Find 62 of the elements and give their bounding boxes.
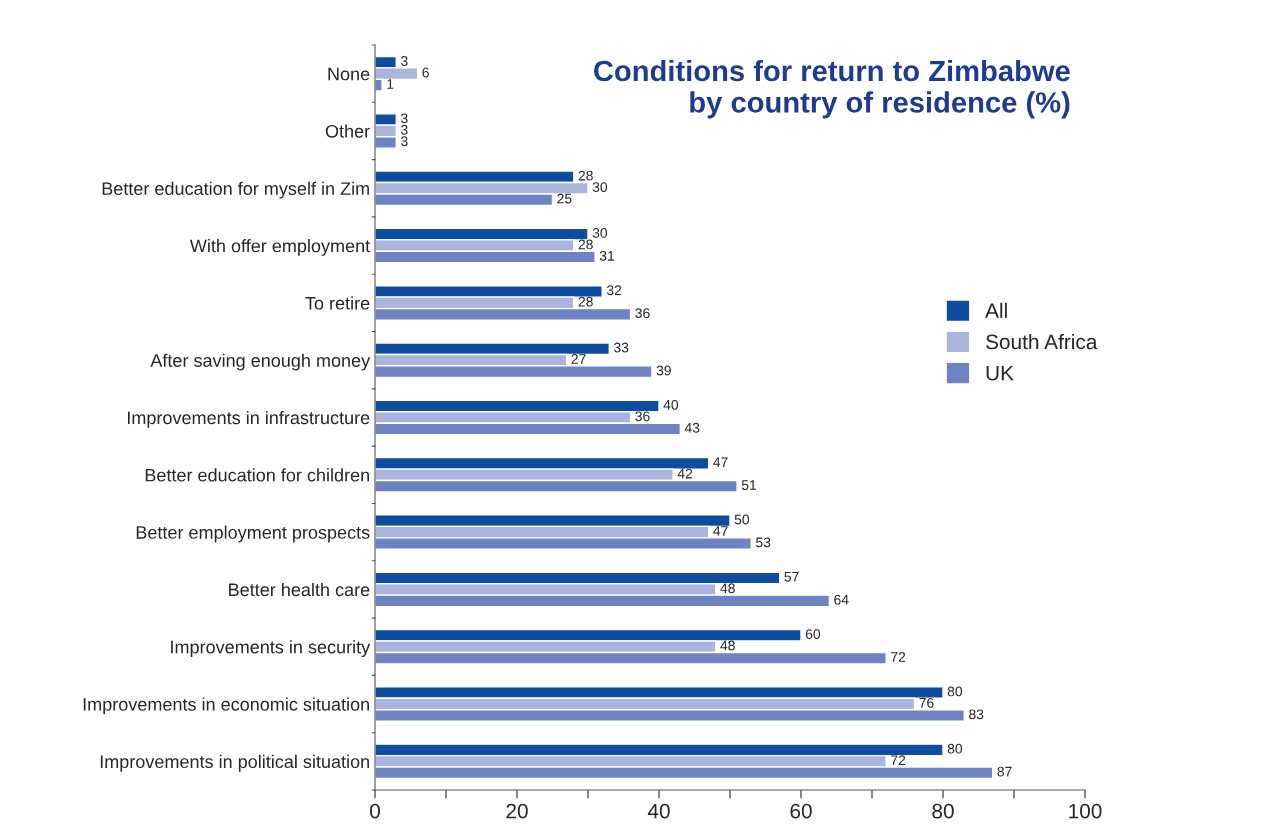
data-label: 3	[401, 124, 408, 135]
x-tick-label: 80	[932, 803, 954, 819]
data-label: 28	[578, 239, 593, 250]
legend-label: All	[985, 302, 1007, 318]
y-tick-label: None	[328, 67, 370, 81]
data-label: 53	[756, 537, 771, 548]
y-tick-label: Improvements in political situation	[100, 754, 369, 772]
y-tick-label: Improvements in security	[171, 640, 371, 658]
data-label: 32	[606, 285, 622, 296]
data-label: 25	[557, 193, 572, 204]
data-label: 28	[578, 296, 593, 307]
data-label: 28	[578, 170, 593, 181]
legend-label: South Africa	[986, 333, 1098, 350]
x-tick-label: 20	[506, 803, 528, 819]
data-label: 48	[720, 583, 735, 594]
data-label: 42	[677, 468, 693, 479]
data-label: 6	[422, 67, 429, 78]
x-tick-label: 100	[1069, 803, 1102, 819]
x-tick-label: 0	[370, 803, 380, 819]
x-tick-label: 60	[790, 803, 812, 819]
data-label: 40	[663, 399, 679, 410]
y-tick-label: Better education for myself in Zim	[102, 181, 369, 199]
data-label: 76	[919, 697, 934, 708]
data-label: 72	[891, 755, 906, 765]
data-label: 60	[805, 629, 821, 639]
data-label: 72	[891, 652, 906, 662]
y-tick-label: Better education for children	[145, 468, 369, 482]
data-label: 39	[656, 365, 671, 376]
data-label: 48	[720, 640, 735, 651]
data-label: 31	[599, 250, 615, 261]
data-label: 36	[635, 411, 650, 422]
data-label: 33	[614, 342, 629, 353]
data-label: 3	[401, 113, 408, 124]
data-label: 83	[969, 709, 984, 720]
y-tick-label: Improvements in infrastructure	[127, 410, 370, 428]
data-label: 36	[635, 308, 650, 319]
text: Conditions for return to Zimbabwe by country of residence (%)	[594, 59, 1070, 119]
data-label: 51	[741, 480, 757, 490]
legend-label: UK	[986, 365, 1014, 381]
data-label: 80	[947, 686, 963, 697]
data-label: 43	[684, 422, 700, 433]
data-label: 80	[947, 743, 963, 754]
data-label: 87	[997, 766, 1012, 777]
data-label: 27	[571, 354, 586, 364]
data-label: 30	[592, 182, 608, 192]
y-tick-label: Other	[325, 124, 370, 138]
data-label: 50	[734, 514, 750, 525]
x-tick-label: 40	[647, 803, 670, 819]
data-label: 30	[592, 228, 608, 238]
y-tick-label: Better health care	[229, 582, 370, 597]
y-tick-label: Better employment prospects	[136, 525, 370, 543]
data-label: 57	[784, 572, 799, 582]
y-tick-label: Improvements in economic situation	[83, 697, 369, 715]
data-label: 1	[387, 79, 394, 89]
data-label: 3	[401, 136, 408, 147]
y-tick-label: With offer employment	[189, 239, 371, 256]
data-label: 47	[713, 526, 728, 536]
y-tick-label: To retire	[305, 296, 370, 310]
data-label: 47	[713, 457, 728, 467]
y-tick-label: After saving enough money	[150, 353, 371, 371]
data-label: 3	[401, 56, 408, 66]
data-label: 64	[834, 594, 849, 605]
